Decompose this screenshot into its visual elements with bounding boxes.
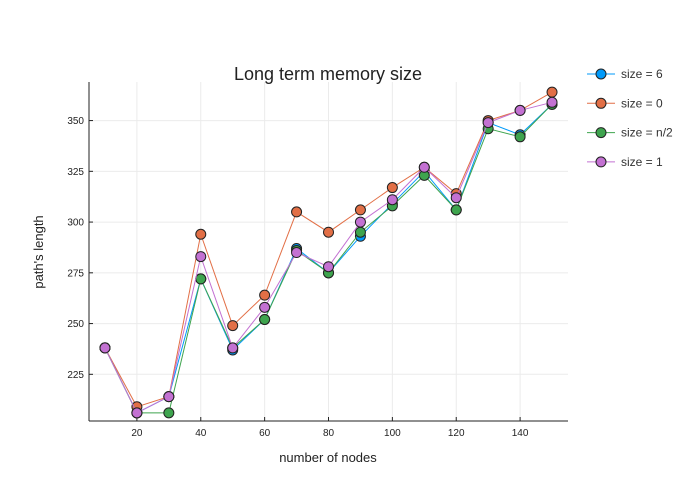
x-tick-label: 60	[259, 428, 271, 439]
y-tick-label: 275	[67, 268, 84, 279]
series-group	[99, 86, 558, 419]
data-point	[354, 204, 366, 216]
x-tick-label: 100	[384, 428, 401, 439]
data-point	[131, 407, 143, 419]
data-point	[195, 251, 207, 263]
data-point	[418, 161, 430, 173]
y-tick-label: 250	[67, 319, 84, 330]
y-axis-label: path's length	[31, 215, 46, 288]
data-point	[259, 289, 271, 301]
series-4	[99, 96, 558, 419]
legend-marker	[595, 156, 607, 168]
legend-item: size = 0	[587, 96, 663, 110]
legend-marker	[595, 97, 607, 109]
y-tick-label: 300	[67, 218, 84, 229]
data-point	[163, 391, 175, 403]
x-tick-label: 40	[195, 428, 207, 439]
legend-label: size = 1	[621, 155, 663, 169]
chart-title: Long term memory size	[234, 64, 422, 84]
data-point	[450, 204, 462, 216]
legend-marker	[595, 127, 607, 139]
data-point	[546, 96, 558, 108]
data-point	[514, 131, 526, 143]
x-tick-labels: 20 40 60 80 100 120 140	[131, 417, 529, 439]
x-axis-label: number of nodes	[279, 450, 377, 465]
grid	[89, 82, 568, 421]
data-point	[323, 226, 334, 238]
data-point	[259, 301, 271, 313]
data-point	[386, 182, 398, 194]
data-point	[482, 117, 494, 129]
legend-item: size = 6	[587, 67, 663, 81]
x-tick-label: 120	[448, 428, 465, 439]
data-point	[195, 228, 207, 240]
data-point	[227, 320, 239, 332]
legend: size = 6 size = 0 size = n/2 size = 1	[587, 67, 673, 169]
x-tick-label: 140	[512, 428, 529, 439]
y-tick-label: 350	[67, 116, 84, 127]
y-tick-labels: 225 250 275 300 325 350	[67, 116, 93, 381]
data-point	[291, 247, 303, 259]
data-point	[386, 194, 398, 206]
legend-item: size = 1	[587, 155, 663, 169]
data-point	[514, 104, 526, 116]
data-point	[450, 192, 462, 204]
x-tick-label: 80	[323, 428, 335, 439]
data-point	[259, 314, 271, 326]
data-point	[546, 86, 558, 98]
data-point	[227, 342, 239, 354]
data-point	[291, 206, 303, 218]
y-tick-label: 325	[67, 167, 84, 178]
legend-item: size = n/2	[587, 126, 673, 140]
data-point	[354, 226, 366, 238]
legend-label: size = 0	[621, 96, 663, 110]
data-point	[195, 273, 207, 285]
legend-label: size = 6	[621, 67, 663, 81]
data-point	[323, 261, 334, 273]
data-point	[163, 407, 175, 419]
legend-marker	[595, 68, 607, 80]
x-tick-label: 20	[131, 428, 143, 439]
data-point	[354, 216, 366, 228]
data-point	[99, 342, 111, 354]
y-tick-label: 225	[67, 370, 84, 381]
legend-label: size = n/2	[621, 126, 673, 140]
